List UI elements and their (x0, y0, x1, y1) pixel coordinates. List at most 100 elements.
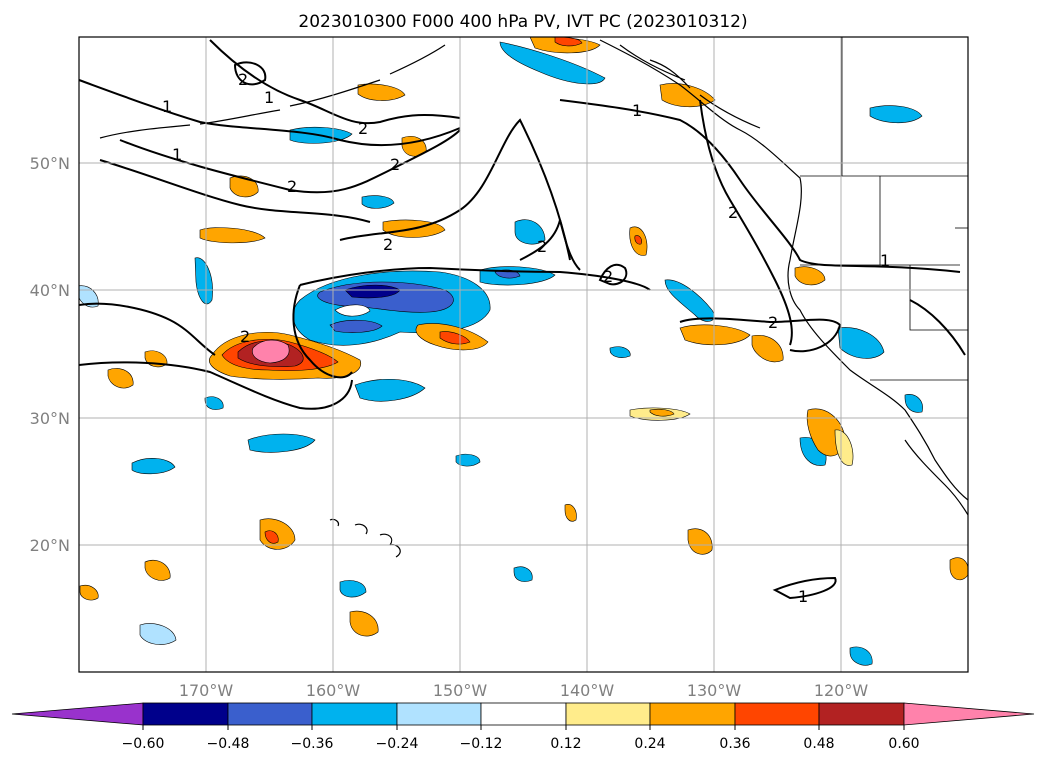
pv-contour-1g (772, 576, 837, 600)
orange-anomaly-j (349, 610, 379, 637)
colorbar-bin-pos036 (734, 702, 820, 726)
orange-anomaly-m (357, 83, 406, 101)
orange-anomaly-l (229, 175, 259, 198)
pv-contour-2f (679, 317, 842, 353)
colorbar-under-triangle (11, 702, 144, 726)
north-america-coast (599, 39, 968, 501)
aleutian-islands (99, 44, 446, 139)
pv-contour-2i (233, 61, 267, 86)
blue-anomaly-c (354, 378, 426, 402)
colorbar-tick-label: −0.24 (376, 736, 419, 752)
blue-anomaly-i (247, 433, 316, 453)
map-title: 2023010300 F000 400 hPa PV, IVT PC (2023… (298, 12, 747, 32)
gridlines (79, 37, 968, 672)
contour-label: 2 (383, 235, 393, 254)
contour-label: 2 (240, 327, 250, 346)
orange-anomaly-r (794, 266, 826, 286)
blue-anomaly-j (131, 458, 176, 475)
orange-anomaly-k (687, 528, 713, 555)
red-anomaly-b (439, 331, 471, 345)
pink-anomaly-peak (252, 339, 290, 364)
orange-anomaly-o (199, 227, 266, 244)
orange-anomaly-q (107, 368, 134, 389)
blue-anomaly-n (194, 257, 213, 305)
lon-label-140w: 140°W (560, 681, 615, 700)
colorbar-bin-neg060 (142, 702, 229, 726)
political-borders (800, 37, 968, 381)
pv-contour-2g (699, 99, 793, 346)
orange-anomaly-e (679, 324, 751, 346)
lon-label-150w: 150°W (433, 681, 488, 700)
contour-label: 2 (238, 70, 248, 89)
lat-label-40n: 40°N (30, 281, 70, 300)
lon-label-170w: 170°W (179, 681, 234, 700)
blue-anomaly-h (869, 105, 923, 124)
pv-contour-2j (292, 284, 353, 379)
colorbar-tick-label: 0.24 (634, 736, 665, 752)
hawaii-islands (329, 518, 401, 558)
blue-anomaly-m (361, 195, 395, 209)
red-anomaly-g (634, 235, 642, 245)
blue-anomaly-r (139, 623, 177, 645)
contour-labels: 1 1 1 1 1 1 2 2 2 2 2 2 2 2 2 2 (162, 70, 890, 606)
contour-label: 2 (537, 237, 547, 256)
pv-contour-1f (909, 299, 966, 356)
orange-anomaly-p (144, 559, 171, 581)
blue-anomaly-core-c (329, 319, 383, 333)
contour-label: 1 (172, 145, 182, 164)
blue-anomaly-u (609, 346, 631, 358)
lat-label-20n: 20°N (30, 536, 70, 555)
lat-label-30n: 30°N (30, 409, 70, 428)
colorbar-bin-neutral (480, 702, 567, 726)
pv-contour-2e (299, 266, 651, 291)
pv-contour-1d (79, 302, 216, 356)
colorbar-bin-pos012 (565, 702, 651, 726)
colorbar-bin-neg036 (311, 702, 398, 726)
pv-contour-1e (559, 99, 961, 273)
colorbar-bin-pos024 (649, 702, 736, 726)
colorbar-over-triangle (903, 702, 1035, 726)
orange-anomaly-s (649, 408, 675, 417)
colorbar-bin-neg024 (396, 702, 482, 726)
contour-label: 2 (358, 119, 368, 138)
contour-label: 2 (287, 177, 297, 196)
white-hole-main (334, 304, 371, 317)
contour-label: 1 (880, 251, 890, 270)
blue-anomaly-e (837, 327, 885, 359)
contour-label: 1 (632, 101, 642, 120)
baja-coast (904, 439, 968, 516)
blue-anomaly-p (339, 580, 367, 598)
colorbar-tick-label: −0.36 (291, 736, 334, 752)
canada-islands (619, 44, 761, 129)
colorbar-bin-neg048 (227, 702, 313, 726)
positive-ivt-anomalies (79, 37, 968, 637)
orange-anomaly-w (564, 504, 577, 522)
orange-anomaly-d (659, 83, 716, 108)
contour-label: 1 (162, 97, 172, 116)
blue-anomaly-k (514, 219, 546, 245)
pv-contours (79, 39, 966, 600)
contour-label: 1 (264, 88, 274, 107)
orange-anomaly-h (806, 408, 846, 457)
lon-label-120w: 120°W (814, 681, 869, 700)
pv-contour-2c (339, 118, 571, 261)
contour-label: 2 (603, 267, 613, 286)
red-anomaly-i (264, 530, 279, 544)
state-border-d (909, 265, 968, 331)
pv-contour-2h (598, 263, 628, 286)
lon-label-160w: 160°W (306, 681, 361, 700)
map-frame (78, 36, 969, 673)
blue-anomaly-s (849, 646, 873, 666)
yellow-anomaly-h (834, 429, 854, 466)
colorbar (11, 702, 1035, 726)
pv-contour-2b (119, 129, 461, 194)
contour-label: 2 (728, 203, 738, 222)
coastlines (99, 39, 968, 558)
colorbar-ticks: −0.60 −0.48 −0.36 −0.24 −0.12 0.12 0.24 … (122, 725, 920, 752)
blue-anomaly-w (904, 394, 923, 413)
colorbar-tick-label: −0.12 (460, 736, 503, 752)
pv-contour-2a (209, 39, 461, 125)
latitude-labels: 50°N 40°N 30°N 20°N (30, 154, 70, 555)
pv-contour-1a (79, 79, 461, 147)
colorbar-tick-label: 0.60 (888, 736, 919, 752)
